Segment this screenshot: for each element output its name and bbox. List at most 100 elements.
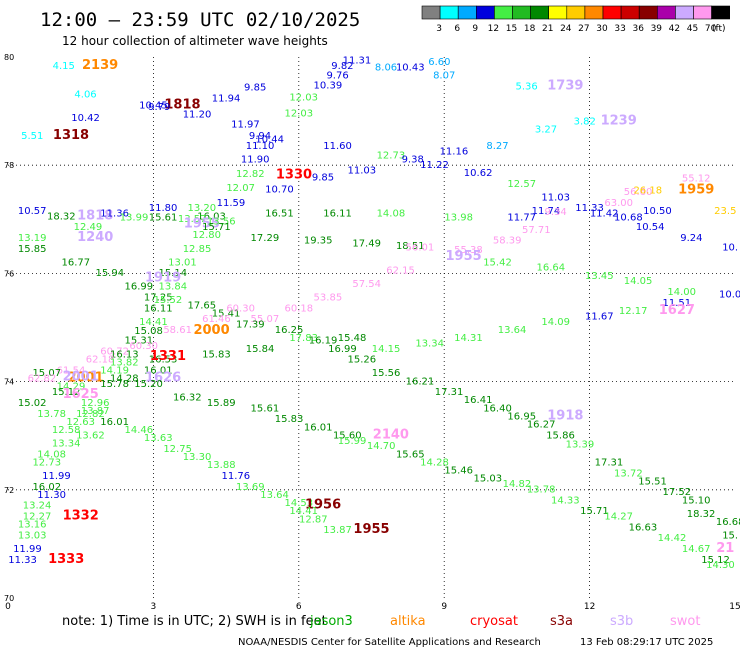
pass-time-label: 2139 [82,58,118,73]
wave-height-label: 13.88 [207,460,236,471]
wave-height-label: 16.11 [144,303,173,314]
pass-time-label: 1239 [601,114,637,129]
wave-height-label: 61.46 [202,314,231,325]
wave-height-label: 13.84 [158,282,187,293]
wave-height-label: 16.13 [110,349,139,360]
wave-height-label: 57.71 [522,225,551,236]
wave-height-label: 16.11 [323,209,352,220]
wave-height-label: 16.63 [629,522,658,533]
wave-height-label: 13.82 [110,357,139,368]
wave-height-label: 15.20 [134,379,163,390]
wave-height-label: 16.21 [406,376,435,387]
wave-height-label: 15.41 [212,309,241,320]
pass-time-label: 2000 [193,323,229,338]
wave-height-label: 17.52 [663,487,692,498]
wave-height-label: 15.61 [149,212,178,223]
wave-height-label: 12.03 [289,92,318,103]
wave-height-label: 19.35 [304,236,333,247]
legend-tick-label: 33 [614,24,625,34]
pass-time-label: 1959 [678,182,714,197]
wave-height-label: 62.18 [86,355,115,366]
wave-height-label: 12.73 [377,151,406,162]
wave-height-label: 16.40 [483,403,512,414]
wave-height-label: 15.78 [100,379,129,390]
satellite-altika: altika [390,614,426,629]
y-tick-label: 72 [4,486,14,495]
legend-tick-label: 15 [506,24,517,34]
legend-tick-label: 70 [705,24,717,34]
wave-height-label: 16.25 [275,325,304,336]
wave-height-label: 11.33 [8,555,37,566]
legend-swatch-42 [656,5,676,20]
legend-swatch-max [711,5,730,20]
wave-height-label: 14.31 [454,333,483,344]
legend-swatch-3 [421,5,441,20]
pass-time-label: 1956 [305,498,341,513]
pass-time-label: 1955 [184,216,220,231]
wave-height-label: 12.63 [66,417,95,428]
wave-height-label: 15.42 [483,257,512,268]
wave-height-label: 15. [722,530,738,541]
wave-height-label: 9.24 [680,233,702,244]
pass-time-label: 2140 [373,427,409,442]
legend-swatch-30 [584,5,604,20]
pass-time-label: 21 [716,541,734,556]
wave-height-label: 12.80 [192,230,221,241]
wave-height-label: 13.98 [444,212,473,223]
legend-tick-label: 42 [669,24,680,34]
wave-height-label: 10.43 [396,63,425,74]
wave-height-label: 14.09 [541,317,570,328]
wave-height-label: 16.51 [265,209,294,220]
wave-height-label: 11.94 [212,93,241,104]
wave-height-label: 12.07 [226,183,255,194]
wave-height-label: 9.76 [326,71,348,82]
wave-height-label: 12.82 [236,169,265,180]
wave-height-label: 14.53 [284,498,313,509]
wave-height-label: 11.60 [323,141,352,152]
wave-height-label: 9.79 [148,102,170,113]
pass-time-label: 1333 [48,552,84,567]
wave-height-label: 63.00 [604,198,633,209]
wave-height-label: 55.12 [682,173,711,184]
pass-time-label: 1240 [77,230,113,245]
wave-height-label: 17.83 [289,333,318,344]
wave-height-label: 14.15 [372,344,401,355]
wave-height-label: 16.53 [149,355,178,366]
wave-height-label: 15.12 [701,555,730,566]
wave-height-label: 15.89 [207,398,236,409]
wave-height-label: 9.38 [402,154,424,165]
wave-height-label: 11.99 [42,471,71,482]
wave-height-label: 11.22 [420,160,449,171]
wave-height-label: 15.26 [347,355,376,366]
wave-height-label: 16.02 [32,482,61,493]
wave-height-label: 15.83 [202,349,231,360]
satellite-cryosat: cryosat [470,614,518,629]
wave-height-label: 13.01 [168,257,197,268]
wave-height-label: 15.86 [546,430,575,441]
wave-height-label: 14.05 [624,276,653,287]
wave-height-label: 14.41 [139,317,168,328]
wave-height-label: 11.97 [231,119,260,130]
y-tick-label: 78 [4,161,14,170]
wave-height-label: 14.08 [37,449,66,460]
wave-height-label: 12.27 [23,512,52,523]
satellite-jason3: jason3 [309,614,353,629]
legend-tick-label: 12 [488,24,499,34]
legend-tick-label: 45 [687,24,698,34]
wave-height-label: 12.73 [32,457,61,468]
wave-height-label: 14.33 [551,495,580,506]
wave-height-label: 14.29 [57,382,86,393]
wave-height-label: 11.80 [149,203,178,214]
wave-height-label: 10. [722,243,738,254]
wave-height-label: 17.31 [595,457,624,468]
wave-height-label: 60.30 [129,341,158,352]
pass-time-label: 1331 [150,349,186,364]
satellite-s3a: s3a [550,614,573,629]
wave-height-label: 15.48 [338,333,367,344]
wave-height-label: 15.14 [158,268,187,279]
wave-height-label: 12.57 [507,179,536,190]
x-tick-label: 6 [296,602,302,612]
wave-height-label: 13.30 [183,452,212,463]
wave-height-label: 14.82 [503,479,532,490]
